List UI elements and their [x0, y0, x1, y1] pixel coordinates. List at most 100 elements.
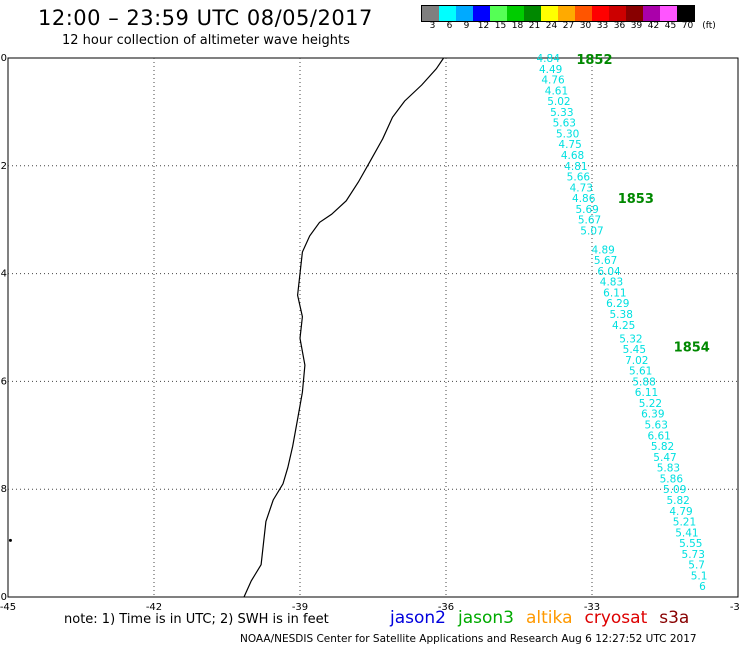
- swh-value: 5.41: [675, 527, 698, 539]
- lat-tick-label: -10: [0, 53, 7, 64]
- colorbar-tick-label: 21: [528, 21, 541, 31]
- map-frame: [7, 57, 739, 598]
- swh-value: 5.09: [663, 484, 686, 496]
- swh-value: 5.82: [651, 441, 674, 453]
- colorbar-tick-label: 6: [446, 21, 453, 31]
- swh-value: 5.63: [553, 118, 576, 130]
- colorbar-swatch: [524, 6, 541, 21]
- colorbar-swatch: [422, 6, 439, 21]
- colorbar-swatch: [558, 6, 575, 21]
- swh-value: 6.11: [603, 287, 626, 299]
- lon-tick-label: -42: [146, 602, 162, 613]
- lat-tick-label: -16: [0, 376, 7, 387]
- swh-value: 5.88: [632, 376, 655, 388]
- colorbar-tick-label: 70: [681, 21, 694, 31]
- swh-value: 5.30: [556, 128, 579, 140]
- swh-value: 5.02: [547, 96, 570, 108]
- credit-line: NOAA/NESDIS Center for Satellite Applica…: [240, 633, 697, 645]
- colorbar-tick-label: 15: [494, 21, 507, 31]
- colorbar-swatch: [473, 6, 490, 21]
- colorbar-tick-label: 24: [545, 21, 558, 31]
- swh-value: 4.86: [572, 193, 596, 205]
- swh-value: 5.21: [673, 517, 696, 529]
- swh-value: 4.75: [558, 139, 581, 151]
- swh-value: 5.73: [682, 549, 705, 561]
- colorbar-tick-label: 45: [664, 21, 677, 31]
- swh-value: 6.04: [597, 266, 621, 278]
- swh-value: 6.11: [635, 387, 658, 399]
- coastline: [243, 57, 445, 598]
- colorbar-tick-label: 12: [477, 21, 490, 31]
- colorbar-tick-label: 27: [562, 21, 575, 31]
- swh-value: 5.66: [567, 172, 591, 184]
- lat-tick-label: -14: [0, 269, 7, 280]
- swh-value: 6.39: [641, 409, 664, 421]
- colorbar-tick-label: 9: [463, 21, 470, 31]
- swh-value: 4.89: [591, 244, 614, 256]
- colorbar-tick-label: 39: [630, 21, 643, 31]
- colorbar-tick-label: 42: [647, 21, 660, 31]
- swh-value: 5.22: [639, 398, 662, 410]
- colorbar-swatch: [677, 6, 694, 21]
- satellite-s3a: s3a: [659, 608, 690, 628]
- swh-value: 5.07: [580, 225, 603, 237]
- swh-value: 5.45: [623, 344, 646, 356]
- swh-value: 6.61: [647, 430, 670, 442]
- satellite-jason3: jason3: [458, 608, 514, 628]
- swh-value: 4.79: [669, 506, 692, 518]
- swh-value: 4.83: [600, 277, 623, 289]
- swh-value: 4.84: [537, 53, 561, 65]
- units-note: note: 1) Time is in UTC; 2) SWH is in fe…: [64, 612, 329, 627]
- lat-tick-label: -20: [0, 592, 7, 603]
- colorbar-swatch: [592, 6, 609, 21]
- colorbar-tick-label: 30: [579, 21, 592, 31]
- lon-tick-label: -36: [438, 602, 454, 613]
- colorbar-tick-label: 36: [613, 21, 626, 31]
- swh-value: 5.83: [657, 463, 680, 475]
- satellite-altika: altika: [526, 608, 573, 628]
- swh-value: 5.69: [575, 204, 598, 216]
- swh-value: 5.61: [629, 366, 652, 378]
- swh-value: 5.7: [688, 560, 705, 572]
- swh-value: 4.81: [564, 161, 587, 173]
- swh-value: 4.25: [612, 320, 635, 332]
- colorbar-swatch: [541, 6, 558, 21]
- swh-value: 5.82: [666, 495, 689, 507]
- satellite-jason2: jason2: [390, 608, 446, 628]
- map-title: 12:00 – 23:59 UTC 08/05/2017: [38, 6, 373, 30]
- swh-value: 5.67: [594, 255, 617, 267]
- colorbar-swatch: [626, 6, 643, 21]
- lon-tick-label: -39: [292, 602, 308, 613]
- swh-value: 5.86: [660, 473, 684, 485]
- lat-tick-label: -12: [0, 161, 7, 172]
- wave-height-colorbar: [421, 5, 695, 22]
- swh-value: 5.63: [645, 420, 668, 432]
- colorbar-tick-label: 33: [596, 21, 609, 31]
- colorbar-swatch: [439, 6, 456, 21]
- swh-value: 7.02: [625, 355, 648, 367]
- swh-value: 5.1: [691, 570, 708, 582]
- colorbar-swatch: [660, 6, 677, 21]
- track-label: 1852: [576, 53, 612, 68]
- colorbar-swatch: [575, 6, 592, 21]
- swh-value: 6: [699, 581, 706, 593]
- swh-value: 4.73: [570, 182, 593, 194]
- swh-value: 5.47: [653, 452, 676, 464]
- lon-tick-label: -30: [730, 602, 740, 613]
- swh-value: 5.32: [619, 333, 642, 345]
- swh-value: 5.55: [679, 538, 702, 550]
- swh-value: 5.67: [578, 215, 601, 227]
- lat-tick-label: -18: [0, 484, 7, 495]
- lon-tick-label: -33: [584, 602, 600, 613]
- satellite-legend: jason2 jason3 altika cryosat s3a: [390, 608, 701, 628]
- satellite-cryosat: cryosat: [584, 608, 648, 628]
- swh-value: 4.76: [541, 75, 565, 87]
- lon-tick-label: -45: [0, 602, 16, 613]
- colorbar-swatch: [490, 6, 507, 21]
- colorbar-tick-label: 3: [429, 21, 436, 31]
- map-subtitle: 12 hour collection of altimeter wave hei…: [62, 33, 350, 48]
- track-label: 1854: [674, 340, 710, 355]
- swh-value: 5.38: [610, 309, 633, 321]
- colorbar-unit: (ft): [702, 21, 716, 31]
